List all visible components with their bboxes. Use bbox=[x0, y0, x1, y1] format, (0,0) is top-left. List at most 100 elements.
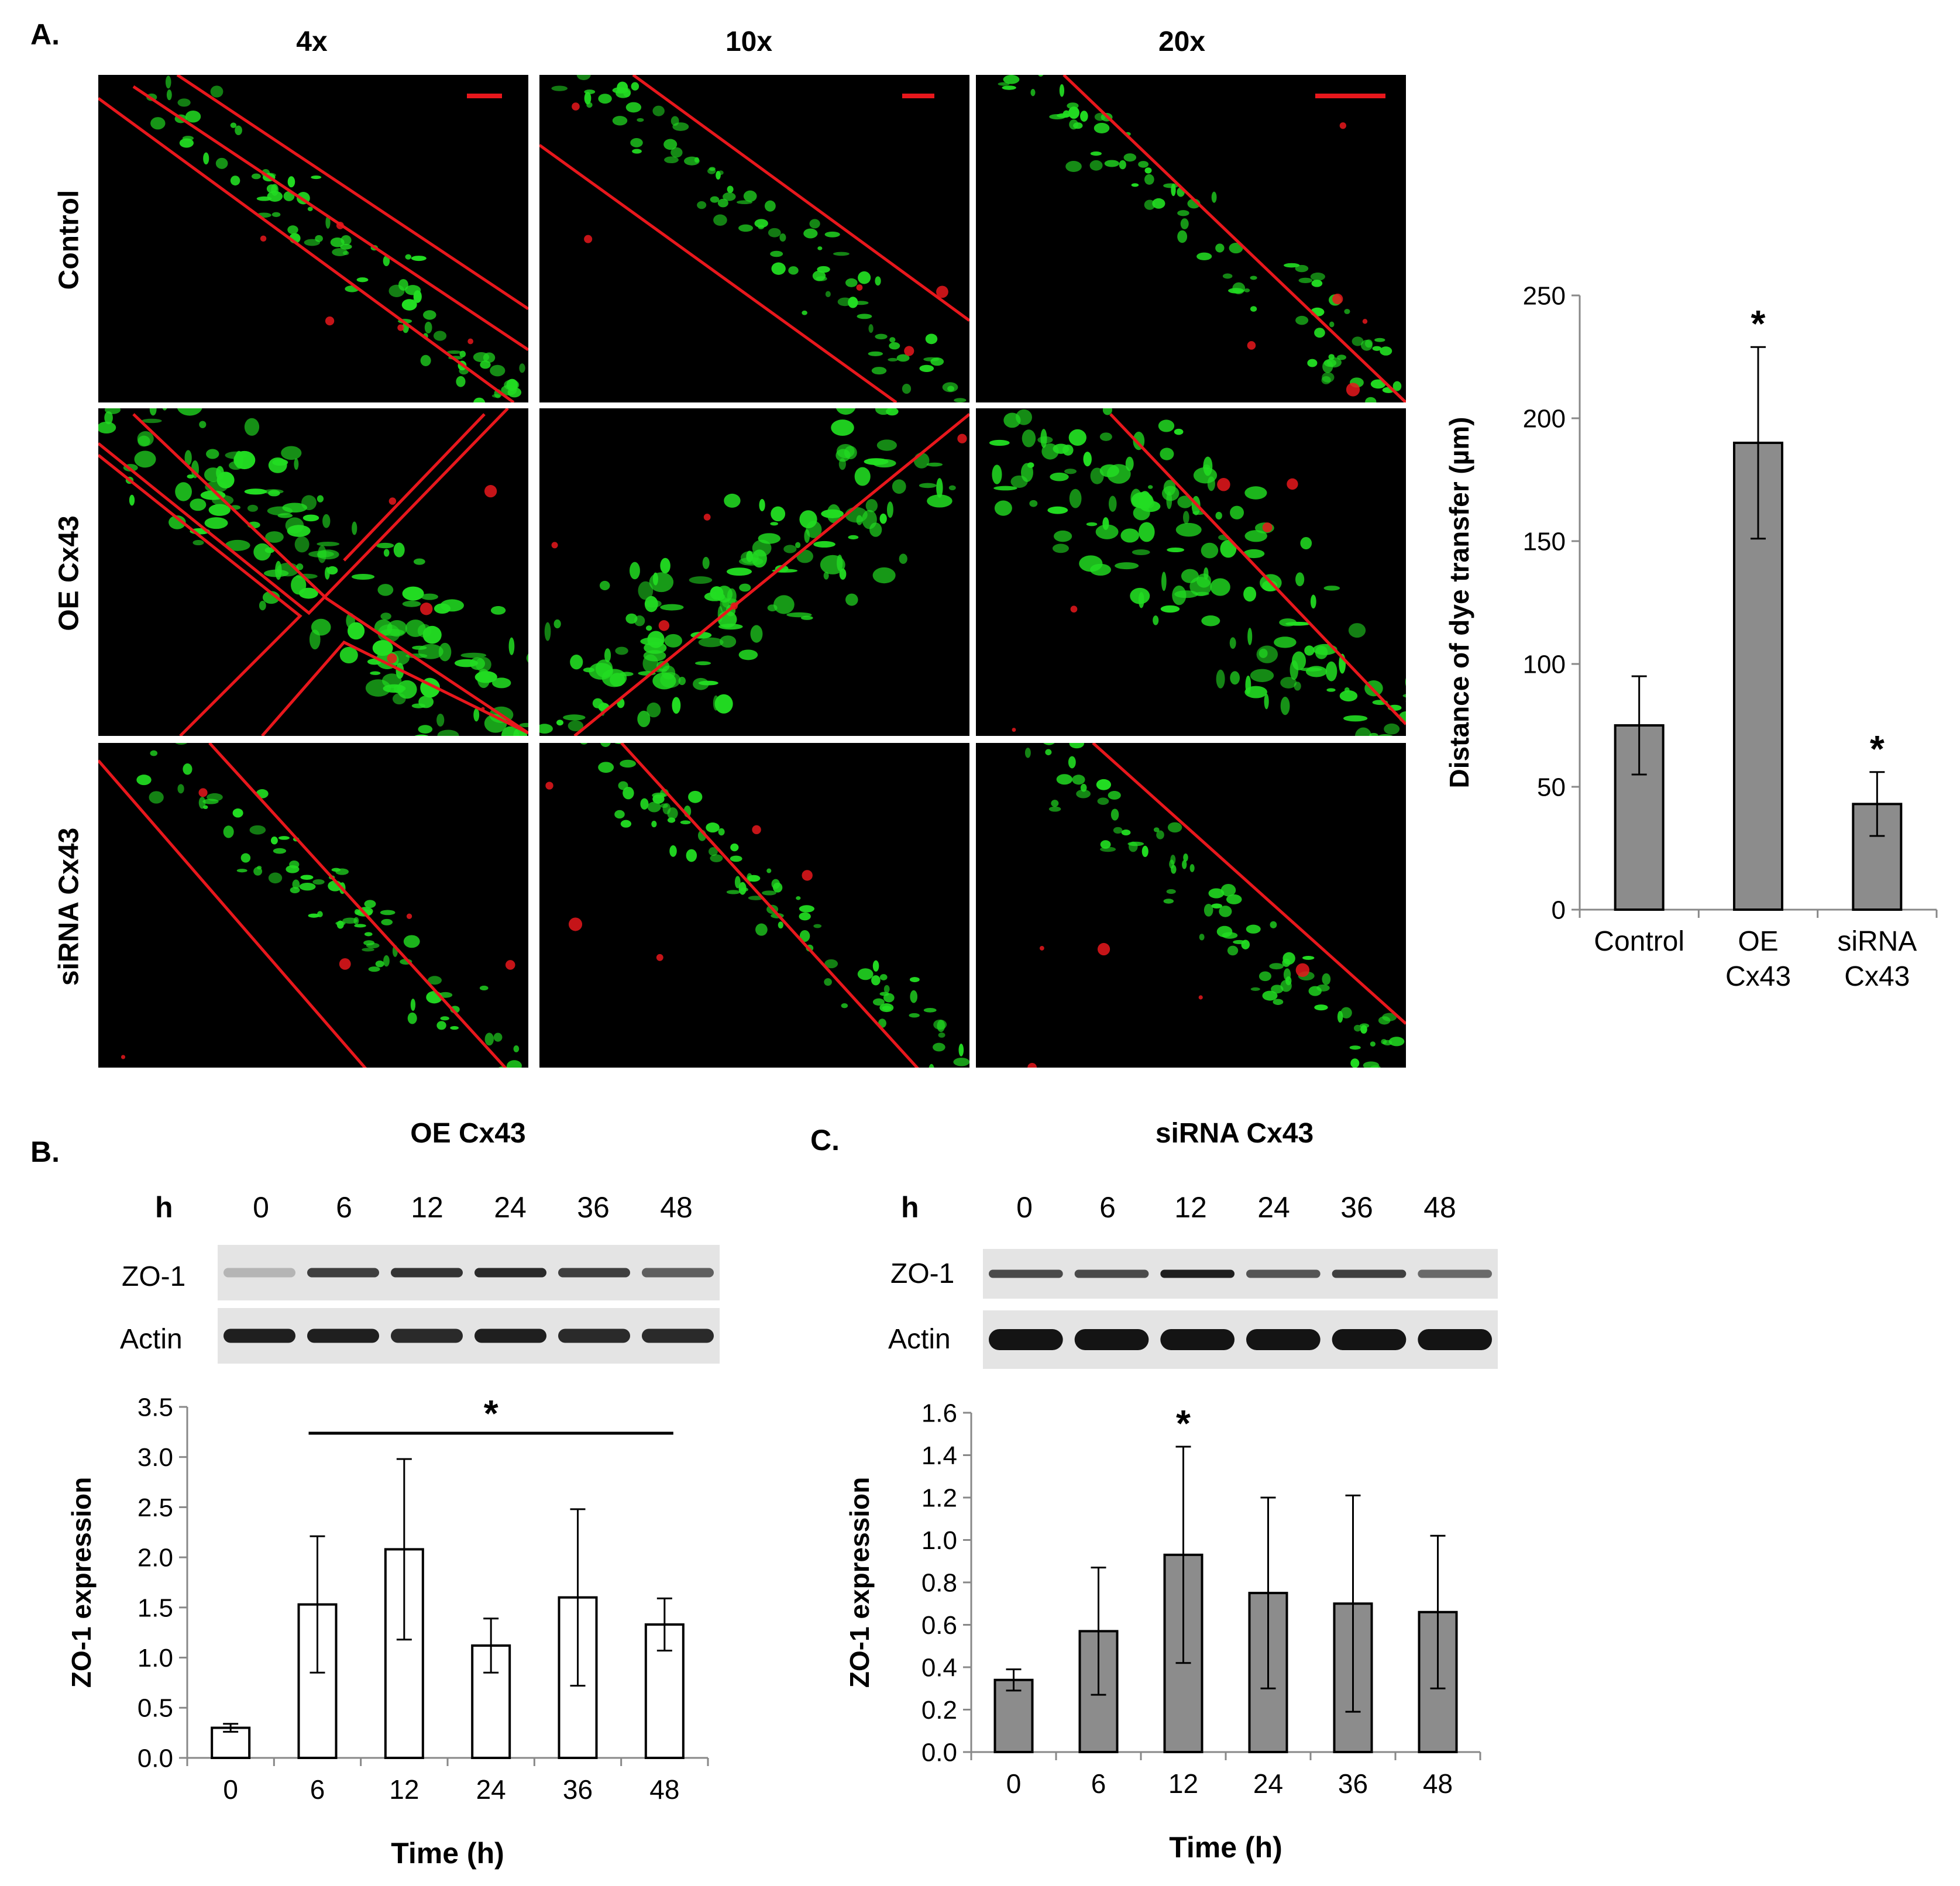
zo1-sirna-chart: 0.0 0.2 0.4 0.6 0.8 1.0 1.2 1.4 1.6 0 6 12 * 24 36 48 ZO… bbox=[844, 1399, 1481, 1864]
y-tick-label: 0.8 bbox=[921, 1568, 957, 1597]
row-label-sirna-cx43: siRNA Cx43 bbox=[53, 827, 85, 986]
fluorescence-micrograph bbox=[976, 75, 1406, 402]
x-tick-label: 12 bbox=[389, 1774, 419, 1805]
y-tick-label: 0.0 bbox=[921, 1738, 957, 1767]
hour-label: 0 bbox=[1016, 1191, 1033, 1224]
fluorescence-micrograph bbox=[98, 743, 528, 1068]
y-tick-label: 3.5 bbox=[137, 1393, 173, 1422]
y-tick-label: 1.0 bbox=[921, 1526, 957, 1555]
y-tick-label: 0 bbox=[1552, 896, 1566, 924]
x-tick-label: 6 bbox=[1091, 1768, 1106, 1799]
x-tick-label: 24 bbox=[1253, 1768, 1283, 1799]
blot-band bbox=[1418, 1269, 1492, 1278]
y-tick-label: 2.5 bbox=[137, 1493, 173, 1522]
hour-label: 36 bbox=[577, 1191, 610, 1224]
y-axis-label: ZO-1 expression bbox=[844, 1477, 875, 1688]
x-tick-label: Cx43 bbox=[1725, 961, 1791, 992]
fluorescence-micrograph bbox=[976, 743, 1406, 1068]
hour-label: 48 bbox=[660, 1191, 693, 1224]
blot-band bbox=[1332, 1269, 1407, 1278]
blot-band bbox=[1074, 1269, 1149, 1278]
fluorescence-micrograph bbox=[539, 408, 969, 736]
hour-label: 48 bbox=[1423, 1191, 1456, 1224]
blot-label-actin: Actin bbox=[120, 1324, 183, 1355]
blot-band bbox=[474, 1329, 546, 1343]
hours-label: h bbox=[155, 1191, 173, 1224]
x-tick-label: 0 bbox=[223, 1774, 238, 1805]
y-tick-label: 0.2 bbox=[921, 1696, 957, 1725]
x-axis-label: Time (h) bbox=[1169, 1831, 1282, 1864]
bar bbox=[471, 1644, 511, 1759]
blot-band bbox=[989, 1329, 1063, 1350]
y-axis-label: ZO-1 expression bbox=[66, 1477, 97, 1688]
panel-c-label: C. bbox=[810, 1124, 840, 1157]
blot-band bbox=[1246, 1329, 1321, 1350]
blot-band bbox=[642, 1329, 714, 1343]
zo1-western-blot-strip bbox=[983, 1249, 1498, 1299]
hour-label: 12 bbox=[411, 1191, 443, 1224]
y-tick-label: 100 bbox=[1523, 650, 1566, 679]
blot-band bbox=[307, 1329, 379, 1343]
y-tick-label: 1.4 bbox=[921, 1441, 957, 1470]
fluorescence-micrograph bbox=[98, 75, 528, 402]
x-tick-label: 12 bbox=[1168, 1768, 1198, 1799]
blot-band bbox=[1418, 1329, 1492, 1350]
blot-band bbox=[391, 1268, 463, 1278]
hour-label: 6 bbox=[1099, 1191, 1116, 1224]
hour-label: 24 bbox=[494, 1191, 527, 1224]
blot-label-actin: Actin bbox=[888, 1324, 951, 1355]
blot-band bbox=[558, 1329, 630, 1343]
y-tick-label: 50 bbox=[1537, 773, 1566, 801]
actin-western-blot-strip bbox=[218, 1308, 720, 1364]
zo1-oe-chart: 0.0 0.5 1.0 1.5 2.0 2.5 3.0 3.5 0 6 12 24 36 48 * ZO-1 … bbox=[66, 1392, 709, 1870]
y-tick-label: 250 bbox=[1523, 281, 1566, 310]
blot-band bbox=[642, 1268, 714, 1278]
x-tick-label: Cx43 bbox=[1844, 961, 1910, 992]
blot-band bbox=[1160, 1329, 1235, 1350]
significance-marker: * bbox=[1870, 728, 1885, 770]
y-tick-label: 150 bbox=[1523, 527, 1566, 556]
y-tick-label: 3.0 bbox=[137, 1443, 173, 1472]
panel-b-label: B. bbox=[30, 1135, 60, 1168]
blot-band bbox=[558, 1268, 630, 1278]
blot-band bbox=[1074, 1329, 1149, 1350]
significance-marker: * bbox=[1751, 302, 1766, 345]
fluorescence-micrograph bbox=[98, 408, 528, 736]
x-tick-label: siRNA bbox=[1837, 926, 1917, 957]
hour-label: 12 bbox=[1174, 1191, 1207, 1224]
y-tick-label: 1.5 bbox=[137, 1594, 173, 1622]
x-tick-label: 48 bbox=[1423, 1768, 1453, 1799]
y-tick-label: 1.2 bbox=[921, 1484, 957, 1512]
blot-band bbox=[474, 1268, 546, 1278]
fluorescence-micrograph bbox=[539, 743, 969, 1068]
y-axis-label: Distance of dye transfer (µm) bbox=[1444, 417, 1474, 789]
y-tick-label: 1.6 bbox=[921, 1399, 957, 1427]
panel-c-title: siRNA Cx43 bbox=[1155, 1118, 1314, 1149]
blot-band bbox=[1246, 1269, 1321, 1278]
x-tick-label: OE bbox=[1738, 926, 1778, 957]
zo1-western-blot-strip bbox=[218, 1245, 720, 1300]
blot-label-zo1: ZO-1 bbox=[890, 1258, 955, 1289]
actin-western-blot-strip bbox=[983, 1310, 1498, 1369]
magnification-label-4x: 4x bbox=[296, 26, 328, 57]
x-tick-label: Control bbox=[1594, 926, 1684, 957]
x-tick-label: 0 bbox=[1006, 1768, 1022, 1799]
magnification-label-20x: 20x bbox=[1158, 26, 1206, 57]
blot-band bbox=[989, 1269, 1063, 1278]
hour-label: 36 bbox=[1340, 1191, 1373, 1224]
x-tick-label: 6 bbox=[310, 1774, 325, 1805]
blot-label-zo1: ZO-1 bbox=[122, 1261, 186, 1292]
hour-label: 0 bbox=[253, 1191, 269, 1224]
panel-c-hours-row: h 0 6 12 24 36 48 bbox=[901, 1190, 1481, 1224]
blot-band bbox=[1160, 1269, 1235, 1278]
row-label-oe-cx43: OE Cx43 bbox=[53, 515, 85, 631]
blot-band bbox=[391, 1329, 463, 1343]
panel-b-hours-row: h 0 6 12 24 36 48 bbox=[155, 1190, 718, 1224]
hours-label: h bbox=[901, 1191, 919, 1224]
x-tick-label: 36 bbox=[1338, 1768, 1368, 1799]
blot-band bbox=[223, 1268, 295, 1278]
magnification-label-10x: 10x bbox=[725, 26, 773, 57]
y-tick-label: 0.0 bbox=[137, 1744, 173, 1773]
fluorescence-micrograph bbox=[539, 75, 969, 402]
y-tick-label: 200 bbox=[1523, 404, 1566, 433]
